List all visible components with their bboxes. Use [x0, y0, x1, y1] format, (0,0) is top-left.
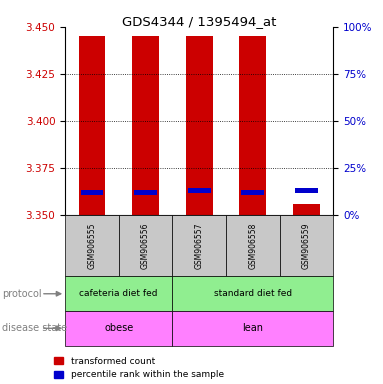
Bar — [132, 36, 159, 215]
Text: GSM906555: GSM906555 — [87, 222, 97, 269]
Bar — [239, 36, 266, 215]
Bar — [293, 204, 320, 215]
Bar — [134, 190, 157, 195]
Bar — [186, 36, 213, 215]
Text: standard diet fed: standard diet fed — [214, 289, 292, 298]
Text: GSM906557: GSM906557 — [195, 222, 204, 269]
Text: GDS4344 / 1395494_at: GDS4344 / 1395494_at — [122, 15, 277, 28]
Bar — [188, 188, 211, 194]
Legend: transformed count, percentile rank within the sample: transformed count, percentile rank withi… — [54, 357, 224, 379]
Text: disease state: disease state — [2, 323, 67, 333]
Bar — [241, 190, 264, 195]
Text: GSM906556: GSM906556 — [141, 222, 150, 269]
Bar — [80, 190, 103, 195]
Text: cafeteria diet fed: cafeteria diet fed — [80, 289, 158, 298]
Text: GSM906558: GSM906558 — [248, 223, 257, 269]
Bar — [295, 188, 318, 194]
Bar — [79, 36, 105, 215]
Text: GSM906559: GSM906559 — [302, 222, 311, 269]
Text: obese: obese — [104, 323, 133, 333]
Text: lean: lean — [242, 323, 263, 333]
Text: protocol: protocol — [2, 289, 41, 299]
